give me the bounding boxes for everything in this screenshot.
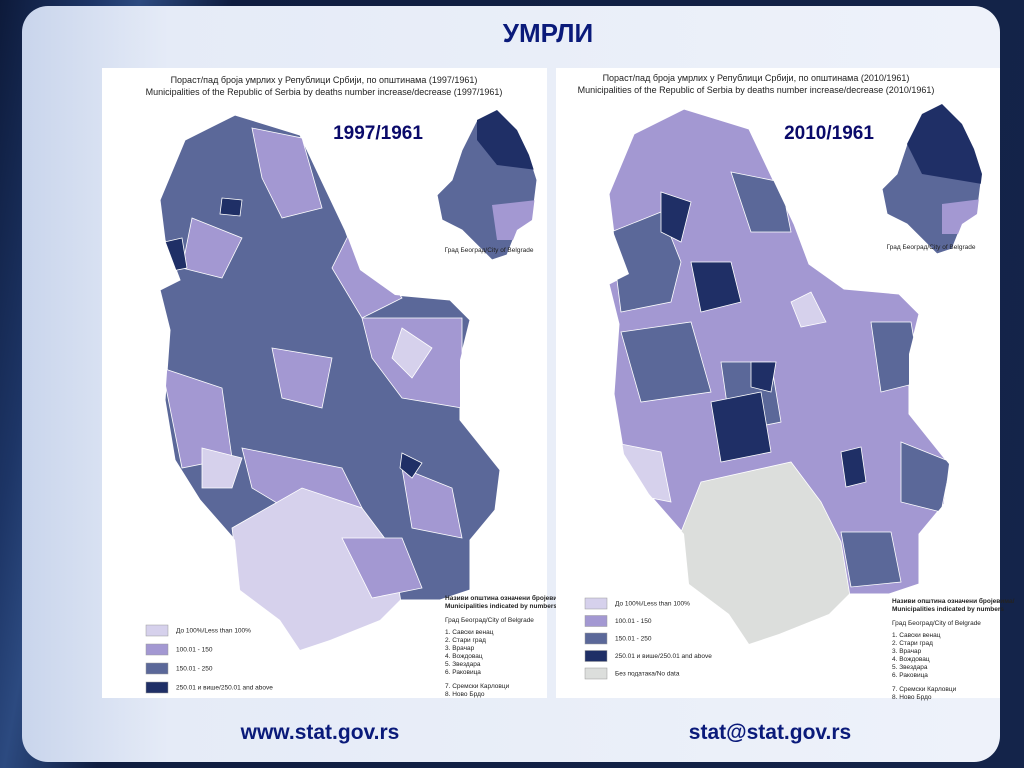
- notes: Називи општина означени бројевима/Munici…: [445, 594, 568, 698]
- note: 8. Ново Брдо: [445, 691, 485, 698]
- legend-swatch: [145, 643, 169, 656]
- note: Град Београд/City of Belgrade: [892, 620, 981, 627]
- legend-swatch: [145, 624, 169, 637]
- legend-swatch: [584, 597, 608, 610]
- note: 2. Стари град: [445, 637, 486, 644]
- legend-swatch: [145, 681, 169, 694]
- legend-label: 250.01 и више/250.01 and above: [615, 653, 712, 660]
- note: 3. Врачар: [892, 648, 922, 655]
- note: 8. Ново Брдо: [892, 694, 932, 701]
- map-panel: Пораст/пад броја умрлих у Републици Срби…: [102, 68, 568, 698]
- legend: До 100%/Less than 100% 100.01 - 150 150.01…: [145, 624, 273, 694]
- map-panel: Пораст/пад броја умрлих у Републици Срби…: [556, 68, 1015, 701]
- map-heading: Municipalities of the Republic of Serbia…: [578, 85, 935, 95]
- note: 6. Раковица: [445, 669, 481, 676]
- legend-swatch: [584, 650, 608, 662]
- note: 7. Сремски Карловци: [892, 686, 957, 693]
- notes-title: Municipalities indicated by numbers: [892, 606, 1004, 613]
- note: 6. Раковица: [892, 672, 928, 679]
- note: 4. Вождовац: [445, 653, 483, 660]
- note: 1. Савски венац: [445, 629, 494, 636]
- legend-label: До 100%/Less than 100%: [615, 601, 690, 608]
- website: www.stat.gov.rs: [240, 721, 400, 744]
- legend: До 100%/Less than 100% 100.01 - 150 150.01…: [584, 597, 712, 680]
- legend-label: 150.01 - 250: [176, 666, 213, 673]
- legend-swatch: [145, 662, 169, 675]
- notes-title: Називи општина означени бројевима/: [445, 594, 568, 602]
- map-heading: Пораст/пад броја умрлих у Републици Срби…: [171, 75, 478, 85]
- slide-title: УМРЛИ: [503, 18, 593, 48]
- notes-title: Називи општина означени бројевима/: [892, 597, 1015, 605]
- note: 4. Вождовац: [892, 656, 930, 663]
- period-label: 2010/1961: [784, 123, 874, 144]
- note: 5. Звездара: [445, 661, 481, 668]
- legend-label: 100.01 - 150: [176, 647, 213, 654]
- legend-label: До 100%/Less than 100%: [176, 628, 251, 635]
- legend-swatch: [584, 667, 608, 680]
- legend-label: 100.01 - 150: [615, 618, 652, 625]
- note: 3. Врачар: [445, 645, 475, 652]
- note: Град Београд/City of Belgrade: [445, 617, 534, 624]
- legend-label: 150.01 - 250: [615, 636, 652, 643]
- inset-label: Град Београд/City of Belgrade: [445, 247, 534, 254]
- notes-title: Municipalities indicated by numbers: [445, 603, 557, 610]
- map-heading: Пораст/пад броја умрлих у Републици Срби…: [603, 73, 910, 83]
- legend-label: 250.01 и више/250.01 and above: [176, 685, 273, 692]
- note: 2. Стари град: [892, 640, 933, 647]
- legend-swatch: [584, 632, 608, 645]
- note: 5. Звездара: [892, 664, 928, 671]
- email: stat@stat.gov.rs: [689, 721, 851, 744]
- map-heading: Municipalities of the Republic of Serbia…: [146, 87, 503, 97]
- note: 7. Сремски Карловци: [445, 683, 510, 690]
- note: 1. Савски венац: [892, 632, 941, 639]
- period-label: 1997/1961: [333, 123, 423, 144]
- notes: Називи општина означени бројевима/Munici…: [892, 597, 1015, 701]
- inset-label: Град Београд/City of Belgrade: [887, 244, 976, 251]
- legend-label: Без података/No data: [615, 671, 680, 678]
- legend-swatch: [584, 615, 608, 627]
